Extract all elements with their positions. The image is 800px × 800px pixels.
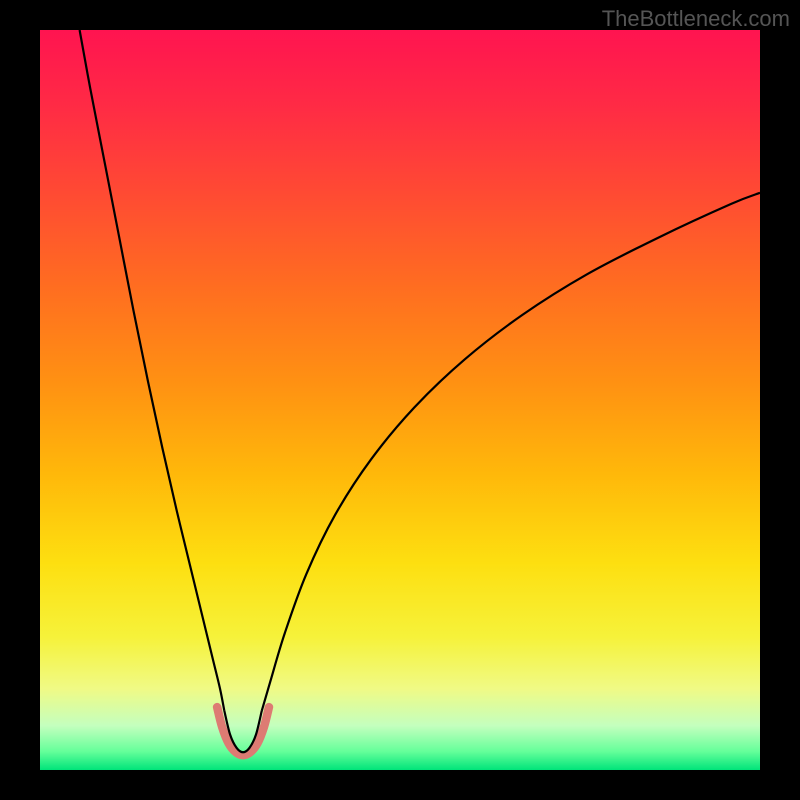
plot-area <box>40 30 760 770</box>
curve-right <box>262 193 760 711</box>
chart-svg <box>40 30 760 770</box>
curve-left <box>80 30 225 711</box>
watermark-text: TheBottleneck.com <box>602 6 790 32</box>
